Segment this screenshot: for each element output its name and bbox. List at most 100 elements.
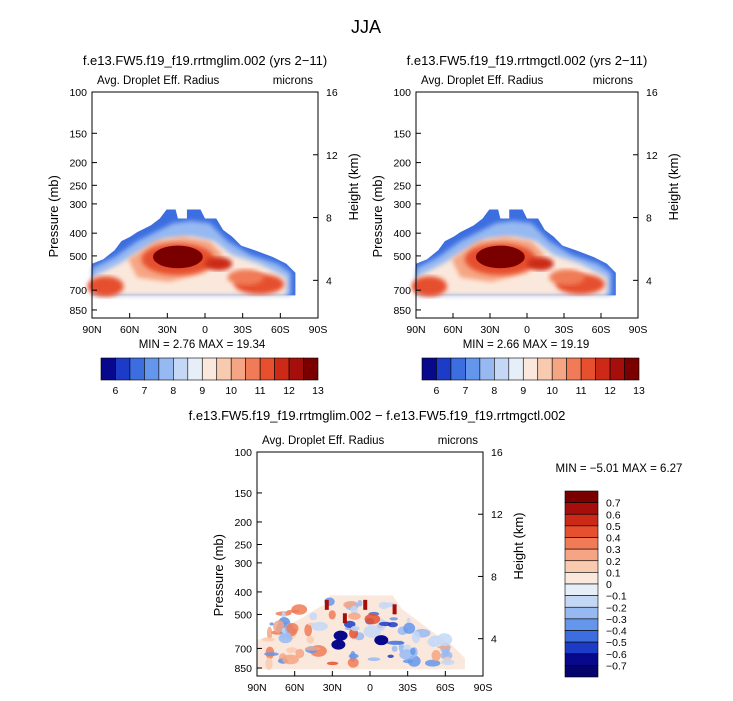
diff-blob: [431, 650, 441, 661]
diff-blob: [311, 621, 328, 631]
stats-text: MIN = 2.76 MAX = 19.34: [139, 339, 266, 351]
y-tick-label: 100: [393, 87, 411, 99]
colorbar-label: 7: [462, 385, 468, 397]
colorbar-swatch: [259, 357, 275, 381]
field-max-secondary: [527, 256, 554, 271]
diff-blob: [295, 648, 305, 659]
field-max-left: [87, 276, 124, 297]
colorbar-swatch: [564, 618, 599, 631]
colorbar-swatch: [522, 357, 539, 381]
diff-blob: [286, 622, 299, 634]
diff-blob: [286, 647, 298, 654]
x-tick-label: 30S: [555, 324, 574, 336]
chart-units: microns: [273, 75, 314, 87]
chart-subtitle: Avg. Droplet Eff. Radius: [262, 435, 385, 447]
colorbar-label: −0.1: [606, 591, 627, 603]
field-max-center: [475, 245, 525, 269]
colorbar-swatch: [173, 357, 189, 381]
colorbar-swatch: [187, 357, 203, 381]
y-tick-label: 250: [234, 539, 252, 551]
colorbar-label: 13: [312, 385, 324, 397]
x-tick-label: 60N: [120, 324, 139, 336]
diff-blob: [411, 630, 421, 644]
x-tick-label: 60S: [271, 324, 290, 336]
y-tick-label: 400: [234, 587, 252, 599]
diff-blob: [350, 625, 360, 632]
y-tick-label: 150: [393, 128, 411, 140]
x-tick-label: 90S: [309, 324, 328, 336]
y-tick-label: 300: [234, 558, 252, 570]
height-tick-label: 8: [491, 571, 497, 583]
colorbar-label: 9: [520, 385, 526, 397]
x-tick-label: 30N: [323, 682, 342, 694]
y-tick-label: 700: [393, 285, 411, 297]
diff-blob: [265, 657, 273, 670]
colorbar-label: 12: [604, 385, 616, 397]
colorbar-swatch: [201, 357, 218, 381]
x-tick-label: 30N: [480, 324, 499, 336]
colorbar-label: −0.5: [606, 637, 627, 649]
diff-blob: [309, 612, 318, 621]
colorbar-label: 0.1: [606, 567, 621, 579]
colorbar-label: 10: [225, 385, 237, 397]
x-tick-label: 90S: [629, 324, 648, 336]
colorbar-swatch: [564, 641, 599, 655]
season-title: JJA: [351, 17, 381, 37]
colorbar-swatch: [144, 357, 160, 381]
diff-blob: [306, 635, 315, 644]
chart-panel-3: f.e13.FW5.f19_f19.rrtmglim.002 − f.e13.F…: [189, 408, 683, 694]
height-tick-label: 4: [646, 275, 652, 287]
height-tick-label: 8: [646, 213, 652, 225]
diff-blob: [286, 609, 300, 613]
diff-blob-min: [374, 635, 389, 646]
diff-blob: [389, 617, 398, 621]
colorbar-swatch: [564, 665, 599, 678]
colorbar-label: 11: [576, 385, 587, 397]
height-tick-label: 16: [326, 87, 338, 99]
colorbar-swatch: [450, 357, 466, 381]
y-tick-label: 500: [69, 251, 87, 263]
colorbar-swatch: [303, 357, 319, 381]
colorbar-swatch: [129, 357, 145, 381]
colorbar-swatch: [564, 548, 599, 562]
colorbar-swatch: [537, 357, 553, 381]
diff-blob-max: [342, 613, 347, 624]
diff-blob: [378, 601, 390, 610]
colorbar-swatch: [564, 513, 599, 527]
stats-text: MIN = −5.01 MAX = 6.27: [556, 463, 683, 475]
colorbar-label: 0.6: [606, 509, 621, 521]
y-tick-label: 100: [69, 87, 87, 99]
colorbar-swatch: [580, 357, 596, 381]
diff-blob: [278, 633, 293, 644]
y-tick-label: 250: [393, 180, 411, 192]
diff-blob-min: [333, 630, 348, 641]
height-tick-label: 8: [326, 213, 332, 225]
colorbar-swatch: [564, 653, 599, 666]
height-tick-label: 4: [326, 275, 332, 287]
colorbar-label: 8: [170, 385, 176, 397]
y-axis-label: Pressure (mb): [46, 175, 61, 257]
colorbar-label: 12: [283, 385, 295, 397]
y-tick-label: 850: [234, 663, 252, 675]
diff-blob: [436, 633, 453, 647]
height-tick-label: 12: [646, 150, 658, 162]
colorbar-label: 9: [199, 385, 205, 397]
diff-blob: [391, 645, 398, 652]
field-orange-right: [227, 269, 264, 286]
chart-subtitle: Avg. Droplet Eff. Radius: [97, 75, 220, 87]
colorbar-swatch: [564, 490, 599, 503]
colorbar-swatch: [115, 357, 131, 381]
colorbar-swatch: [624, 357, 640, 381]
chart-units: microns: [593, 75, 634, 87]
field-max-secondary: [205, 256, 233, 271]
colorbar-swatch: [564, 572, 599, 585]
x-tick-label: 60S: [592, 324, 611, 336]
colorbar-label: 0.4: [606, 533, 621, 545]
colorbar-swatch: [564, 606, 599, 620]
height-axis-label: Height (km): [666, 153, 681, 220]
colorbar-label: 8: [491, 385, 497, 397]
colorbar-swatch: [564, 630, 599, 643]
colorbar-label: 6: [113, 385, 119, 397]
colorbar-swatch: [274, 357, 290, 381]
